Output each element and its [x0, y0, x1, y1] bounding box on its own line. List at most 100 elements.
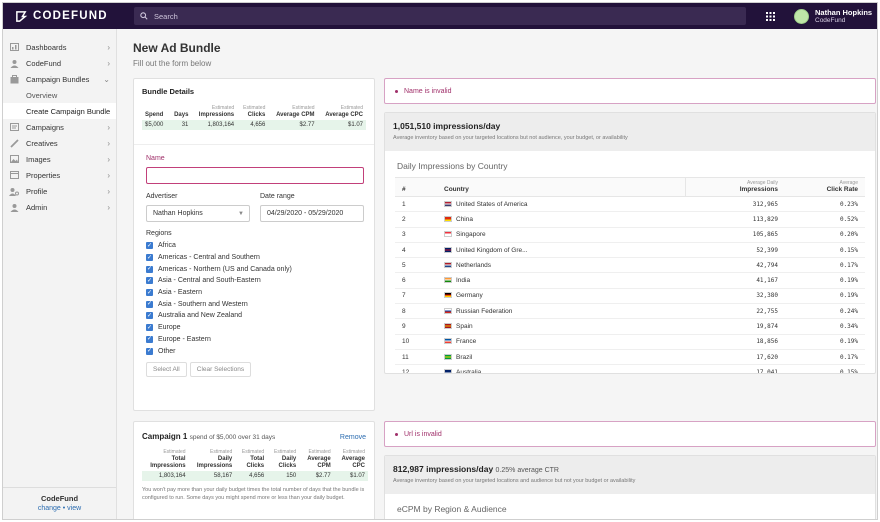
campaign-card: Campaign 1 spend of $5,000 over 31 days …: [133, 421, 375, 519]
view-link[interactable]: view: [67, 505, 82, 512]
country-cell: United Kingdom of Gre...: [437, 242, 685, 259]
change-link[interactable]: change: [37, 505, 61, 512]
impressions-cell: 32,380: [685, 288, 785, 305]
country-cell: Germany: [437, 288, 685, 305]
region-checkbox[interactable]: ✓ Asia - Southern and Western: [146, 300, 248, 308]
page-title: New Ad Bundle: [133, 41, 221, 55]
sidebar-item-dashboards[interactable]: Dashboards ›: [3, 39, 116, 55]
country-name: Netherlands: [456, 261, 492, 269]
click-rate-cell: 0.15%: [785, 364, 865, 373]
region-checkbox[interactable]: ✓ Africa: [146, 242, 176, 250]
table-row: 3 Singapore 105,865 0.20%: [395, 227, 865, 243]
sidebar-subitem-create-campaign-bundle[interactable]: Create Campaign Bundle: [3, 103, 116, 119]
region-checkbox[interactable]: ✓ Europe: [146, 324, 181, 332]
click-rate-cell: 0.52%: [785, 211, 865, 228]
remove-campaign-link[interactable]: Remove: [339, 434, 366, 441]
campaign-title: Campaign 1: [142, 432, 188, 441]
sidebar-item-images[interactable]: Images ›: [3, 151, 116, 167]
rank-cell: 1: [395, 196, 437, 213]
bullet-icon: [395, 432, 398, 436]
caret-down-icon: ▼: [238, 210, 244, 217]
date-range-input[interactable]: 04/29/2020 - 05/29/2020: [260, 205, 364, 222]
name-label: Name: [146, 155, 165, 162]
sidebar-item-properties[interactable]: Properties ›: [3, 167, 116, 183]
click-rate-cell: 0.17%: [785, 257, 865, 274]
rank-cell: 6: [395, 272, 437, 289]
impressions-cell: 52,399: [685, 242, 785, 259]
properties-icon: [9, 171, 19, 180]
profile-icon: [9, 187, 19, 196]
sidebar-item-label: Images: [26, 154, 51, 164]
sidebar-item-label: Campaign Bundles: [26, 74, 90, 84]
rank-cell: 9: [395, 318, 437, 335]
avatar: [794, 8, 809, 24]
click-rate-cell: 0.17%: [785, 349, 865, 366]
regions-checklist: ✓ Africa ✓ Americas - Central and Southern…: [146, 240, 364, 357]
region-checkbox[interactable]: ✓ Americas - Northern (US and Canada only…: [146, 265, 292, 273]
country-name: United Kingdom of Gre...: [456, 246, 528, 254]
page-subtitle: Fill out the form below: [133, 59, 212, 68]
advertiser-select[interactable]: Nathan Hopkins ▼: [146, 205, 250, 222]
country-flag-icon: [444, 246, 452, 253]
region-checkbox[interactable]: ✓ Australia and New Zealand: [146, 312, 243, 320]
col-total-clicks: Estimated Total Clicks: [241, 449, 265, 469]
user-menu[interactable]: Nathan Hopkins CodeFund: [794, 8, 872, 25]
average-ctr: 0.25% average CTR: [495, 467, 559, 474]
sidebar-item-profile[interactable]: Profile ›: [3, 183, 116, 199]
bundle-form-card: Bundle Details Spend Days Estimated Impre…: [133, 78, 375, 411]
region-checkbox[interactable]: ✓ Americas - Central and Southern: [146, 254, 260, 262]
country-name: Spain: [456, 323, 473, 331]
table-row: 9 Spain 19,874 0.34%: [395, 318, 865, 335]
campaign-budget-note: You won't pay more than your daily budge…: [142, 487, 365, 501]
inventory-description: Average inventory based on your targeted…: [393, 135, 628, 141]
codefund-logo-icon: [16, 10, 28, 22]
user-org: CodeFund: [815, 16, 846, 24]
search-input[interactable]: [154, 11, 714, 21]
table-row: 11 Brazil 17,620 0.17%: [395, 349, 865, 366]
sidebar-item-campaign-bundles[interactable]: Campaign Bundles ⌄: [3, 71, 116, 87]
region-checkbox[interactable]: ✓ Europe - Eastern: [146, 335, 211, 343]
sidebar-item-label: Campaigns: [26, 122, 64, 132]
date-range-value: 04/29/2020 - 05/29/2020: [267, 210, 344, 217]
bullet-icon: [395, 89, 398, 93]
impressions-cell: 22,755: [685, 303, 785, 320]
sidebar-item-codefund[interactable]: CodeFund ›: [3, 55, 116, 71]
alert-text: Url is invalid: [404, 430, 442, 438]
sidebar-item-admin[interactable]: Admin ›: [3, 199, 116, 215]
sidebar-subitem-overview[interactable]: Overview: [3, 87, 116, 103]
country-cell: France: [437, 334, 685, 350]
country-cell: Russian Federation: [437, 303, 685, 320]
checkbox-checked-icon: ✓: [146, 242, 153, 250]
click-rate-cell: 0.20%: [785, 227, 865, 243]
country-cell: Netherlands: [437, 257, 685, 274]
name-input[interactable]: [146, 167, 364, 184]
select-all-button[interactable]: Select All: [146, 361, 187, 377]
region-checkbox[interactable]: ✓ Asia - Eastern: [146, 289, 202, 297]
country-name: Germany: [456, 292, 483, 300]
chevron-right-icon: ›: [107, 122, 110, 132]
click-rate-cell: 0.19%: [785, 272, 865, 289]
brand-logo[interactable]: CODEFUND: [3, 10, 131, 23]
table-row: 8 Russian Federation 22,755 0.24%: [395, 303, 865, 320]
date-range-label: Date range: [260, 193, 295, 200]
search-icon: [140, 12, 148, 20]
sidebar-item-campaigns[interactable]: Campaigns ›: [3, 119, 116, 135]
search-bar[interactable]: [134, 7, 746, 25]
audience-impressions-per-day: 812,987 impressions/day: [393, 464, 494, 474]
country-flag-icon: [444, 323, 452, 330]
sidebar-subitem-label: Overview: [26, 90, 58, 100]
country-cell: Australia: [437, 364, 685, 373]
clear-selections-button[interactable]: Clear Selections: [189, 361, 252, 377]
advertiser-value: Nathan Hopkins: [153, 210, 203, 217]
audience-inventory-description: Average inventory based on your targeted…: [393, 478, 636, 484]
table-row: 5 Netherlands 42,794 0.17%: [395, 257, 865, 274]
brand-name: CODEFUND: [33, 10, 108, 22]
region-checkbox[interactable]: ✓ Asia - Central and South-Eastern: [146, 277, 261, 285]
admin-icon: [9, 203, 19, 212]
apps-grid-icon[interactable]: [764, 10, 776, 22]
col-country: Country: [437, 177, 685, 197]
region-checkbox[interactable]: ✓ Other: [146, 347, 176, 355]
advertiser-label: Advertiser: [146, 193, 178, 200]
sidebar-item-creatives[interactable]: Creatives ›: [3, 135, 116, 151]
